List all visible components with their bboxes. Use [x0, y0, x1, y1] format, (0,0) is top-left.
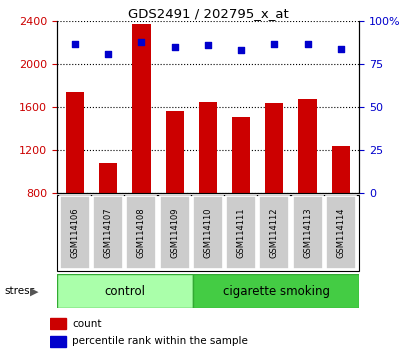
Text: GSM114113: GSM114113: [303, 207, 312, 258]
Text: GSM114106: GSM114106: [71, 207, 79, 258]
Text: stress: stress: [4, 286, 35, 296]
Text: GSM114107: GSM114107: [104, 207, 113, 258]
Bar: [99, 163, 117, 193]
Text: GSM114108: GSM114108: [137, 207, 146, 258]
FancyBboxPatch shape: [193, 274, 359, 308]
Title: GDS2491 / 202795_x_at: GDS2491 / 202795_x_at: [128, 7, 288, 20]
FancyBboxPatch shape: [260, 196, 289, 269]
Text: GSM114114: GSM114114: [336, 207, 345, 258]
FancyBboxPatch shape: [57, 274, 193, 308]
Point: [72, 41, 79, 46]
Text: percentile rank within the sample: percentile rank within the sample: [72, 336, 248, 346]
Bar: [50, 336, 66, 347]
Bar: [50, 318, 66, 329]
Bar: [265, 103, 284, 193]
FancyBboxPatch shape: [126, 196, 156, 269]
Text: cigarette smoking: cigarette smoking: [223, 285, 330, 298]
Point: [105, 51, 112, 57]
Bar: [232, 117, 250, 193]
Bar: [299, 98, 317, 193]
FancyBboxPatch shape: [93, 196, 123, 269]
FancyBboxPatch shape: [326, 196, 356, 269]
Bar: [165, 112, 184, 193]
Bar: [66, 92, 84, 193]
Point: [138, 39, 145, 45]
Text: ▶: ▶: [30, 286, 39, 296]
Text: control: control: [104, 285, 145, 298]
Point: [205, 42, 211, 48]
FancyBboxPatch shape: [60, 196, 90, 269]
FancyBboxPatch shape: [193, 196, 223, 269]
Point: [238, 47, 244, 53]
Text: GSM114110: GSM114110: [203, 207, 213, 258]
Text: count: count: [72, 319, 102, 329]
Bar: [199, 102, 217, 193]
Text: GSM114109: GSM114109: [170, 207, 179, 258]
Bar: [132, 24, 151, 193]
Point: [337, 46, 344, 52]
FancyBboxPatch shape: [293, 196, 323, 269]
Point: [304, 41, 311, 46]
FancyBboxPatch shape: [226, 196, 256, 269]
FancyBboxPatch shape: [57, 195, 359, 271]
Point: [171, 44, 178, 50]
FancyBboxPatch shape: [160, 196, 189, 269]
Point: [271, 41, 278, 46]
Text: GSM114111: GSM114111: [236, 207, 246, 258]
Bar: [332, 146, 350, 193]
Text: GSM114112: GSM114112: [270, 207, 279, 258]
